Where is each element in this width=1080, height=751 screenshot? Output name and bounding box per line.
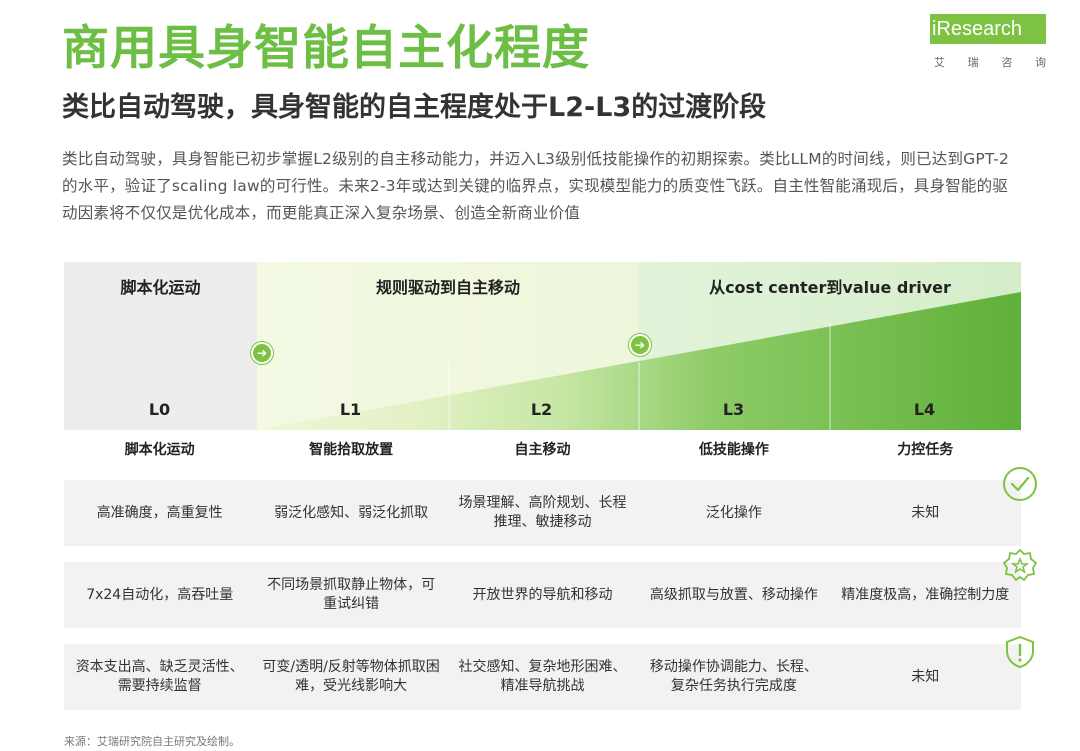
logo-char: 咨: [1001, 56, 1013, 69]
table-row-value: 7x24自动化，高吞吐量 不同场景抓取静止物体，可重试纠错 开放世界的导航和移动…: [64, 562, 1021, 628]
intro-paragraph: 类比自动驾驶，具身智能已初步掌握L2级别的自主移动能力，并迈入L3级别低技能操作…: [62, 150, 1009, 222]
logo-text: iResearch: [932, 18, 1023, 40]
table-cell: 可变/透明/反射等物体抓取困难，受光线影响大: [262, 659, 440, 694]
table-cell: 高级抓取与放置、移动操作: [649, 586, 818, 603]
phase-label-1: 规则驱动到自主移动: [375, 278, 520, 297]
column-header: 自主移动: [514, 441, 571, 458]
level-l0: L0: [148, 400, 171, 419]
logo-subtext: 艾 瑞 咨 询: [934, 54, 1046, 70]
table-cell: 资本支出高、缺乏灵活性、需要持续监督: [75, 659, 244, 694]
logo-char: 艾: [934, 56, 945, 69]
diagram-background: [64, 262, 1021, 430]
phase-bg-1: [64, 262, 257, 430]
warning-shield-icon: [1006, 635, 1034, 669]
table-cell: 精准度极高，准确控制力度: [841, 586, 1010, 603]
capability-table: 脚本化运动 智能拾取放置 自主移动 低技能操作 力控任务 高准确度，高重复性 弱…: [64, 430, 1021, 710]
column-header: 脚本化运动: [124, 441, 195, 458]
level-l2: L2: [530, 400, 553, 419]
level-l4: L4: [913, 400, 936, 419]
table-cell: 高准确度，高重复性: [96, 504, 223, 521]
phase-label-2: 从cost center到value driver: [709, 278, 951, 297]
logo-char: 询: [1034, 56, 1046, 69]
arrow-right-icon: ➔: [629, 334, 651, 356]
table-cell: 场景理解、高阶规划、长程推理、敏捷移动: [458, 495, 627, 530]
arrow-right-icon: ➔: [251, 342, 273, 364]
table-cell: 不同场景抓取静止物体，可重试纠错: [267, 577, 436, 612]
table-cell: 弱泛化感知、弱泛化抓取: [274, 504, 429, 521]
table-row-challenges: 资本支出高、缺乏灵活性、需要持续监督 可变/透明/反射等物体抓取困难，受光线影响…: [64, 644, 1021, 710]
logo-char: 瑞: [967, 56, 979, 69]
page-title: 商用具身智能自主化程度: [62, 21, 590, 76]
phase-label-0: 脚本化运动: [120, 278, 201, 297]
table-cell: 社交感知、复杂地形困难、精准导航挑战: [458, 659, 627, 694]
star-badge-icon: [1002, 548, 1038, 582]
column-header: 低技能操作: [698, 441, 769, 458]
table-cell: 泛化操作: [705, 504, 762, 521]
source-note: 来源：艾瑞研究院自主研究及绘制。: [64, 735, 240, 748]
column-header: 智能拾取放置: [309, 441, 394, 458]
table-cell: 移动操作协调能力、长程、复杂任务执行完成度: [649, 659, 818, 694]
table-header-row: 脚本化运动 智能拾取放置 自主移动 低技能操作 力控任务: [64, 430, 1021, 470]
page-subtitle: 类比自动驾驶，具身智能的自主程度处于L2-L3的过渡阶段: [62, 92, 767, 123]
iresearch-logo: iResearch 艾 瑞 咨 询: [926, 12, 1050, 72]
table-cell: 开放世界的导航和移动: [472, 586, 613, 603]
autonomy-level-diagram: 脚本化运动 规则驱动到自主移动 从cost center到value drive…: [64, 262, 1021, 430]
table-cell: 未知: [911, 504, 940, 521]
table-row-advantages: 高准确度，高重复性 弱泛化感知、弱泛化抓取 场景理解、高阶规划、长程推理、敏捷移…: [64, 480, 1021, 546]
column-header: 力控任务: [897, 441, 954, 458]
table-cell: 未知: [911, 668, 940, 685]
check-circle-icon: [1003, 467, 1037, 501]
level-l3: L3: [722, 400, 745, 419]
table-cell: 7x24自动化，高吞吐量: [86, 586, 234, 603]
logo-mark: [930, 14, 1046, 44]
level-l1: L1: [339, 400, 362, 419]
